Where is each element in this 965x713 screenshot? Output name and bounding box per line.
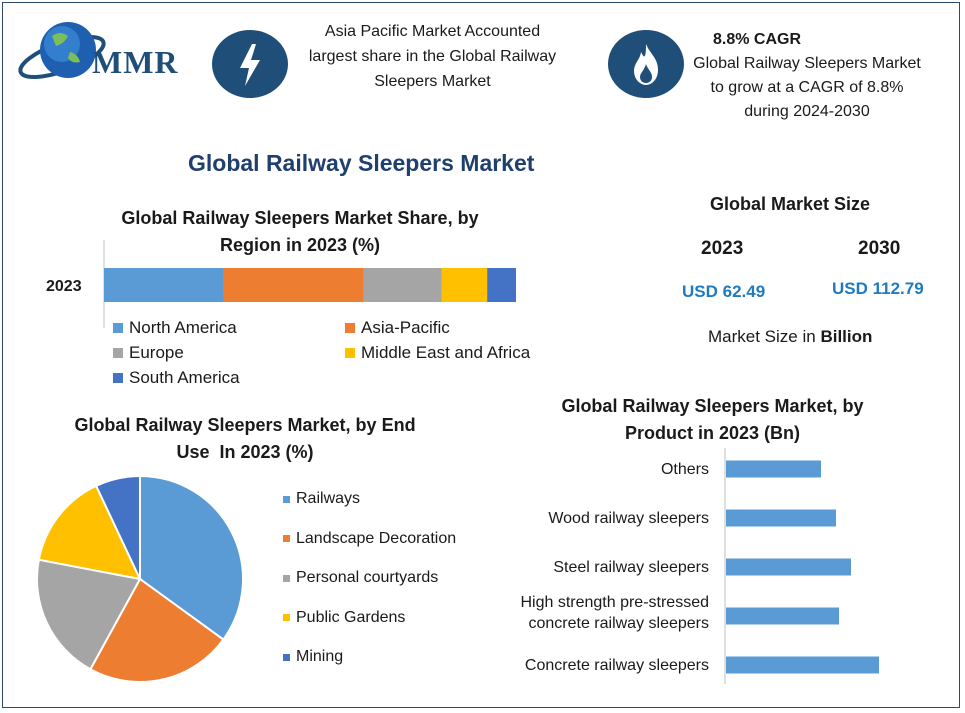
legend-swatch (283, 574, 290, 582)
legend-label: Landscape Decoration (296, 529, 457, 547)
pie-slice (94, 474, 141, 580)
legend-swatch (283, 614, 290, 621)
market-size-note-text: Market Size in (708, 327, 821, 346)
legend-label: Asia-Pacific (361, 318, 450, 337)
legend-label: South America (129, 368, 240, 387)
legend-item-europe: Europe (113, 343, 184, 363)
legend-swatch (113, 348, 123, 358)
flame-icon (608, 30, 684, 98)
bar (726, 558, 851, 576)
legend-item-south-america: South America (113, 368, 240, 388)
product-bar-chart: Others Wood railway sleepers Steel railway… (520, 448, 879, 684)
info-text-asia: Asia Pacific Market Accounted largest sh… (308, 23, 557, 90)
legend-swatch (283, 495, 290, 503)
legend-swatch (345, 323, 355, 333)
cagr-title: 8.8% CAGR (713, 31, 802, 48)
enduse-chart-title: Global Railway Sleepers Market, by End U… (74, 415, 421, 462)
category-label: 2023 (46, 278, 82, 295)
legend-item-asia-pacific: Asia-Pacific (345, 318, 450, 338)
bar (726, 656, 879, 674)
category-label: Steel railway sleepers (553, 559, 709, 576)
market-value-2030: USD 112.79 (832, 279, 924, 298)
market-size-note-unit: Billion (820, 327, 873, 346)
region-chart-title: Global Railway Sleepers Market Share, by… (121, 208, 479, 255)
bar (726, 607, 839, 625)
market-year-2023: 2023 (701, 238, 744, 259)
pie-slice (36, 558, 142, 671)
legend-swatch (113, 323, 123, 333)
legend-item: Landscape Decoration (283, 530, 456, 548)
category-label: Concrete railway sleepers (525, 657, 709, 674)
market-size-note: Market Size in Billion (708, 327, 872, 347)
legend-label: Middle East and Africa (361, 343, 531, 362)
legend-item-north-america: North America (113, 318, 237, 338)
category-label: Wood railway sleepers (548, 510, 709, 527)
pie-slice (37, 484, 142, 581)
legend-swatch (113, 373, 123, 383)
legend-swatch (283, 653, 290, 661)
product-chart-title: Global Railway Sleepers Market, by Produ… (561, 396, 864, 443)
legend-label: Public Gardens (296, 608, 406, 626)
globe-icon (18, 22, 106, 79)
legend-item: Railways (283, 490, 360, 508)
bar-segment (441, 268, 488, 302)
legend-item-middle-east-africa: Middle East and Africa (345, 343, 530, 363)
legend-label: North America (129, 318, 237, 337)
category-label: concrete railway sleepers (528, 615, 709, 632)
pie-slice (139, 474, 244, 641)
category-label: High strength pre-stressed (520, 594, 709, 611)
legend-label: Railways (296, 490, 361, 507)
logo-text: MMR (92, 44, 179, 80)
legend-item: Personal courtyards (283, 569, 438, 587)
legend-item: Mining (283, 648, 343, 666)
bar-segment (223, 268, 364, 302)
pie-slice (89, 577, 225, 683)
legend-swatch (283, 535, 290, 542)
legend-item: Public Gardens (283, 609, 405, 627)
bar (726, 460, 821, 478)
cagr-text: Global Railway Sleepers Market to grow a… (693, 55, 921, 120)
legend-swatch (345, 348, 355, 358)
main-title: Global Railway Sleepers Market (188, 150, 535, 176)
category-label: Others (661, 461, 709, 478)
bar-segment (104, 268, 224, 302)
lightning-icon (212, 30, 288, 98)
bar-segment (487, 268, 516, 302)
mmr-logo (12, 12, 192, 92)
legend-label: Mining (296, 648, 344, 665)
bar (726, 509, 836, 527)
market-value-2023: USD 62.49 (682, 282, 766, 301)
legend-label: Personal courtyards (296, 569, 439, 586)
region-stacked-bar-chart: 2023 (46, 240, 516, 328)
legend-label: Europe (129, 343, 184, 362)
bar-segment (363, 268, 442, 302)
enduse-pie-chart (36, 474, 244, 683)
market-size-title: Global Market Size (710, 194, 871, 214)
market-year-2030: 2030 (858, 238, 901, 259)
